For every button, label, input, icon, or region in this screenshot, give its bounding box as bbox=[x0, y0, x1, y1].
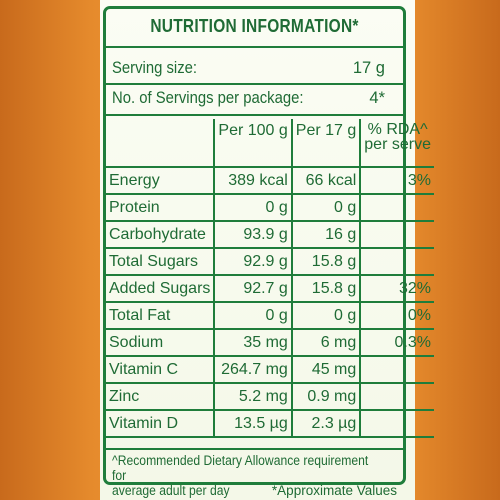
label-title: NUTRITION INFORMATION* bbox=[150, 16, 359, 36]
serving-divider bbox=[106, 83, 403, 85]
servings-per-package-label: No. of Servings per package: bbox=[112, 89, 304, 107]
header-nutrient bbox=[106, 119, 216, 168]
footnote-line2-left: average adult per day bbox=[112, 483, 230, 498]
footnote-line1: ^Recommended Dietary Allowance requireme… bbox=[112, 453, 369, 483]
value-per-100g: 35 mg bbox=[213, 328, 293, 357]
nutrition-table: Per 100 g Per 17 g % RDA^ per serve Ener… bbox=[106, 119, 434, 438]
table-row: Zinc 5.2 mg 0.9 mg bbox=[106, 382, 434, 411]
value-rda bbox=[359, 355, 434, 384]
value-per-100g: 389 kcal bbox=[213, 166, 293, 195]
nutrient-name: Sodium bbox=[106, 328, 216, 357]
header-rda-line1: % RDA^ bbox=[367, 121, 428, 138]
nutrient-name: Energy bbox=[106, 166, 216, 195]
value-per-17g: 15.8 g bbox=[290, 247, 362, 276]
title-divider bbox=[106, 46, 403, 48]
value-per-17g: 45 mg bbox=[290, 355, 362, 384]
table-row: Vitamin D 13.5 µg 2.3 µg bbox=[106, 409, 434, 438]
nutrient-name: Vitamin C bbox=[106, 355, 216, 384]
header-per-100g: Per 100 g bbox=[213, 119, 293, 168]
footnote-divider bbox=[106, 448, 403, 450]
value-rda bbox=[359, 382, 434, 411]
footnote: ^Recommended Dietary Allowance requireme… bbox=[112, 453, 397, 498]
value-per-100g: 0 g bbox=[213, 193, 293, 222]
table-row: Total Sugars 92.9 g 15.8 g bbox=[106, 247, 434, 276]
table-row: Carbohydrate 93.9 g 16 g bbox=[106, 220, 434, 249]
nutrition-label: NUTRITION INFORMATION* Serving size: 17 … bbox=[103, 6, 434, 498]
table-row: Vitamin C 264.7 mg 45 mg bbox=[106, 355, 434, 384]
value-rda bbox=[359, 247, 434, 276]
servings-divider bbox=[106, 114, 403, 116]
header-per-17g: Per 17 g bbox=[290, 119, 362, 168]
value-per-100g: 5.2 mg bbox=[213, 382, 293, 411]
value-per-17g: 0.9 mg bbox=[290, 382, 362, 411]
value-per-100g: 0 g bbox=[213, 301, 293, 330]
value-rda bbox=[359, 409, 434, 438]
value-rda: 3% bbox=[359, 166, 434, 195]
value-rda bbox=[359, 220, 434, 249]
value-per-100g: 92.7 g bbox=[213, 274, 293, 303]
value-per-17g: 16 g bbox=[290, 220, 362, 249]
value-per-17g: 0 g bbox=[290, 193, 362, 222]
nutrient-name: Protein bbox=[106, 193, 216, 222]
value-rda: 0.3% bbox=[359, 328, 434, 357]
nutrient-name: Carbohydrate bbox=[106, 220, 216, 249]
serving-size-value: 17 g bbox=[352, 59, 385, 77]
footnote-line2-right: *Approximate Values bbox=[271, 483, 397, 498]
value-per-17g: 2.3 µg bbox=[290, 409, 362, 438]
header-rda-line2: per serve bbox=[364, 136, 431, 153]
value-per-17g: 66 kcal bbox=[290, 166, 362, 195]
nutrient-name: Zinc bbox=[106, 382, 216, 411]
header-rda: % RDA^ per serve bbox=[359, 119, 434, 168]
value-per-100g: 13.5 µg bbox=[213, 409, 293, 438]
servings-per-package-value: 4* bbox=[369, 89, 385, 107]
value-per-100g: 92.9 g bbox=[213, 247, 293, 276]
table-header-row: Per 100 g Per 17 g % RDA^ per serve bbox=[106, 119, 434, 168]
servings-per-package-row: No. of Servings per package: 4* bbox=[112, 87, 385, 109]
table-row: Energy 389 kcal 66 kcal 3% bbox=[106, 166, 434, 195]
value-per-17g: 15.8 g bbox=[290, 274, 362, 303]
nutrient-name: Vitamin D bbox=[106, 409, 216, 438]
value-per-17g: 6 mg bbox=[290, 328, 362, 357]
value-per-100g: 93.9 g bbox=[213, 220, 293, 249]
value-rda bbox=[359, 193, 434, 222]
value-rda: 32% bbox=[359, 274, 434, 303]
nutrient-name: Added Sugars bbox=[106, 274, 216, 303]
value-per-100g: 264.7 mg bbox=[213, 355, 293, 384]
nutrient-name: Total Fat bbox=[106, 301, 216, 330]
value-rda: 0% bbox=[359, 301, 434, 330]
nutrient-name: Total Sugars bbox=[106, 247, 216, 276]
value-per-17g: 0 g bbox=[290, 301, 362, 330]
serving-size-row: Serving size: 17 g bbox=[112, 57, 385, 79]
table-row: Sodium 35 mg 6 mg 0.3% bbox=[106, 328, 434, 357]
serving-size-label: Serving size: bbox=[112, 59, 198, 77]
table-row: Added Sugars 92.7 g 15.8 g 32% bbox=[106, 274, 434, 303]
